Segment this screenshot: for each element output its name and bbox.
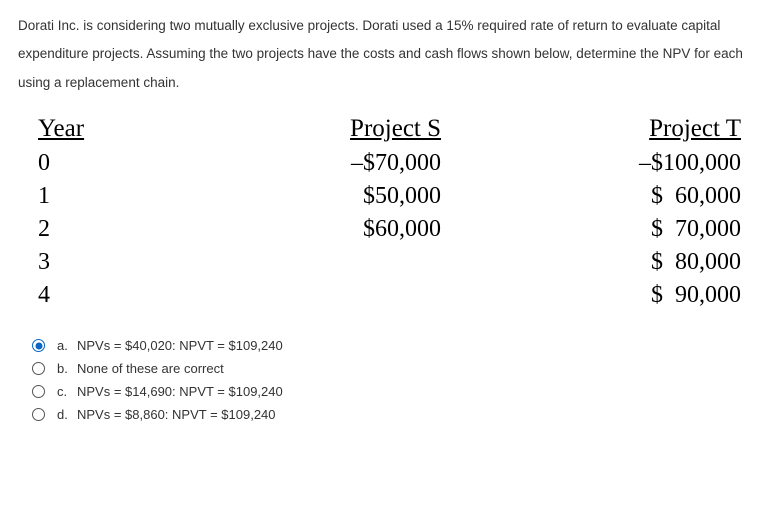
radio-icon[interactable] [32,408,45,421]
option-text: NPVs = $8,860: NPVT = $109,240 [77,407,276,422]
question-intro: Dorati Inc. is considering two mutually … [18,12,761,97]
cell-t: –$100,000 [441,147,741,180]
option-text: NPVs = $40,020: NPVT = $109,240 [77,338,283,353]
cell-year: 0 [38,147,174,180]
option-b[interactable]: b. None of these are correct [32,361,761,376]
cell-t: $ 60,000 [441,180,741,213]
option-letter: d. [57,407,77,422]
table-row: 3 $ 80,000 [38,246,741,279]
option-d[interactable]: d. NPVs = $8,860: NPVT = $109,240 [32,407,761,422]
cell-t: $ 70,000 [441,213,741,246]
cell-year: 4 [38,279,174,312]
table-row: 2 $60,000 $ 70,000 [38,213,741,246]
table-row: 0 –$70,000 –$100,000 [38,147,741,180]
option-text: NPVs = $14,690: NPVT = $109,240 [77,384,283,399]
option-letter: b. [57,361,77,376]
cell-s: $50,000 [174,180,442,213]
answer-options: a. NPVs = $40,020: NPVT = $109,240 b. No… [18,338,761,422]
header-year: Year [38,111,174,147]
header-project-t: Project T [441,111,741,147]
header-project-s: Project S [174,111,442,147]
radio-icon[interactable] [32,362,45,375]
cell-s [174,279,442,312]
cell-t: $ 80,000 [441,246,741,279]
option-text: None of these are correct [77,361,224,376]
cell-s: $60,000 [174,213,442,246]
option-a[interactable]: a. NPVs = $40,020: NPVT = $109,240 [32,338,761,353]
option-c[interactable]: c. NPVs = $14,690: NPVT = $109,240 [32,384,761,399]
cashflow-table-wrap: Year Project S Project T 0 –$70,000 –$10… [18,107,761,320]
cell-year: 1 [38,180,174,213]
option-letter: c. [57,384,77,399]
cell-year: 2 [38,213,174,246]
cell-s [174,246,442,279]
option-letter: a. [57,338,77,353]
cashflow-table: Year Project S Project T 0 –$70,000 –$10… [38,111,741,312]
cell-year: 3 [38,246,174,279]
cell-s: –$70,000 [174,147,442,180]
cell-t: $ 90,000 [441,279,741,312]
radio-icon[interactable] [32,385,45,398]
table-row: 4 $ 90,000 [38,279,741,312]
radio-icon[interactable] [32,339,45,352]
table-row: 1 $50,000 $ 60,000 [38,180,741,213]
